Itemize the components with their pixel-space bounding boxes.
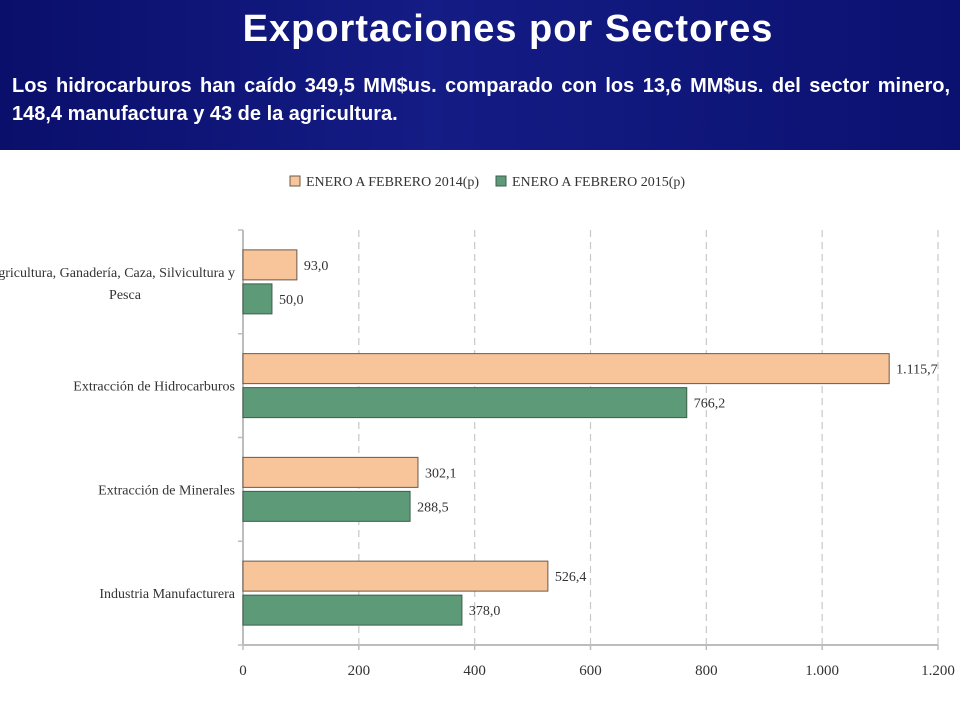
page-subtitle: Los hidrocarburos han caído 349,5 MM$us.… [12, 75, 950, 125]
legend-swatch [495, 175, 507, 187]
x-tick-label: 800 [695, 663, 718, 679]
data-label: 93,0 [304, 259, 329, 274]
bar-chart: 0 200 400 600 800 1.000 1.200 93,0 50,0 Agricultu… [0, 175, 955, 679]
data-label: 50,0 [279, 293, 304, 308]
bar [242, 594, 463, 626]
x-tick-label: 0 [239, 663, 247, 679]
header-banner: Exportaciones por Sectores Los hidrocarb… [0, 0, 960, 150]
data-label: 302,1 [425, 466, 457, 481]
data-label: 526,4 [555, 570, 587, 585]
x-tick-label: 400 [463, 663, 486, 679]
data-label: 378,0 [469, 604, 501, 619]
bar [242, 353, 890, 385]
category-label: Industria Manufacturera [99, 587, 235, 602]
page-title: Exportaciones por Sectores [242, 8, 774, 50]
legend-label: ENERO A FEBRERO 2015(p) [512, 175, 685, 190]
bar [242, 249, 298, 281]
data-label: 766,2 [694, 397, 726, 412]
x-tick-label: 1.200 [921, 663, 955, 679]
category-label: Agricultura, Ganadería, Caza, Silvicultu… [0, 266, 235, 281]
category-label: Extracción de Hidrocarburos [73, 380, 235, 395]
bar [242, 283, 273, 315]
legend-swatch [289, 175, 301, 187]
category-label: Pesca [109, 288, 142, 303]
x-tick-label: 200 [348, 663, 371, 679]
bar [242, 387, 688, 419]
category-label: Extracción de Minerales [98, 483, 235, 498]
bar [242, 456, 419, 488]
legend-label: ENERO A FEBRERO 2014(p) [306, 175, 479, 190]
bar [242, 560, 549, 592]
data-label: 288,5 [417, 500, 449, 515]
x-tick-label: 600 [579, 663, 602, 679]
x-tick-label: 1.000 [805, 663, 839, 679]
bar [242, 490, 411, 522]
data-label: 1.115,7 [896, 363, 937, 378]
